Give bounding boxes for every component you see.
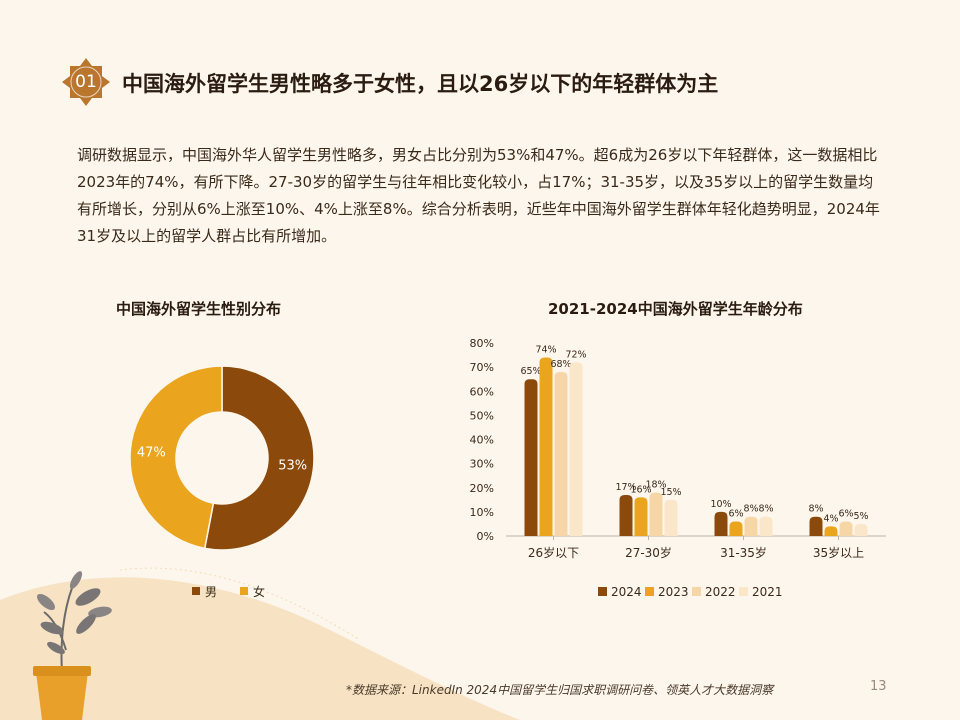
intro-paragraph: 调研数据显示，中国海外华人留学生男性略多，男女占比分别为53%和47%。超6成为… xyxy=(77,146,880,245)
bar-1-3 xyxy=(664,499,678,536)
bar-value-label-3-3: 5% xyxy=(853,511,868,522)
age-bar-chart: 0% 10% 20% 30% 40% 50% 60% 70% 80% 65% 74% 68%72% 26… xyxy=(470,337,886,599)
bar-2-0 xyxy=(714,511,728,536)
bar-2-1 xyxy=(729,521,743,536)
y-tick-label-5: 50% xyxy=(470,409,494,422)
bar-value-label-1-1: 16% xyxy=(630,484,651,495)
section-number: 01 xyxy=(75,72,97,92)
bar-3-2 xyxy=(839,521,853,536)
section-badge xyxy=(62,58,110,106)
y-tick-label-1: 10% xyxy=(470,506,494,519)
age-chart-title: 2021-2024中国海外留学生年龄分布 xyxy=(548,300,803,318)
plant-illustration xyxy=(33,571,112,720)
bar-legend-label-2: 2022 xyxy=(705,585,736,599)
bar-value-label-3-2: 6% xyxy=(838,509,853,520)
bar-value-label-3-1: 4% xyxy=(823,513,838,524)
bar-value-label-2-2: 8% xyxy=(743,504,758,515)
bar-value-label-2-3: 8% xyxy=(758,504,773,515)
bar-0-2 xyxy=(554,371,568,536)
bar-legend-swatch-3 xyxy=(739,587,748,596)
bar-legend-swatch-1 xyxy=(645,587,654,596)
bar-legend-label-3: 2021 xyxy=(752,585,783,599)
bar-legend-label-1: 2023 xyxy=(658,585,689,599)
donut-legend-swatch-0 xyxy=(192,587,200,595)
y-tick-label-7: 70% xyxy=(470,361,494,374)
bar-3-3 xyxy=(854,523,868,536)
x-tick-label-2: 31-35岁 xyxy=(720,545,767,560)
donut-slice-1 xyxy=(129,365,223,550)
bar-3-0 xyxy=(809,516,823,536)
page-number: 13 xyxy=(870,679,887,694)
y-tick-label-2: 20% xyxy=(470,482,494,495)
bar-value-label-2-1: 6% xyxy=(728,509,743,520)
bar-value-label-1-3: 15% xyxy=(660,487,681,498)
gender-chart-title: 中国海外留学生性别分布 xyxy=(116,300,282,318)
bar-value-label-0-3: 72% xyxy=(565,349,586,360)
bar-legend-label-0: 2024 xyxy=(611,585,642,599)
donut-legend-label-1: 女 xyxy=(253,584,265,599)
gender-donut-chart: 53% 47% 男 女 xyxy=(129,365,315,599)
donut-slice-label-1: 47% xyxy=(137,445,166,460)
x-tick-label-0: 26岁以下 xyxy=(528,545,579,560)
bar-1-2 xyxy=(649,492,663,536)
bar-value-label-2-0: 10% xyxy=(710,499,731,510)
bar-0-1 xyxy=(539,357,553,536)
y-tick-label-0: 0% xyxy=(477,530,494,543)
donut-slice-0 xyxy=(203,365,315,551)
bar-2-2 xyxy=(744,516,758,536)
bar-value-label-1-2: 18% xyxy=(645,480,666,491)
bar-value-label-3-0: 8% xyxy=(808,504,823,515)
data-source: *数据来源：LinkedIn 2024中国留学生归国求职调研问卷、领英人才大数据… xyxy=(346,683,774,697)
donut-legend-label-0: 男 xyxy=(205,585,217,599)
y-tick-label-6: 60% xyxy=(470,385,494,398)
bar-0-3 xyxy=(569,362,583,536)
bar-value-label-0-2: 68% xyxy=(550,359,571,370)
bar-value-label-1-0: 17% xyxy=(615,482,636,493)
bar-value-label-0-0: 65% xyxy=(520,366,541,377)
bar-legend-swatch-0 xyxy=(598,587,607,596)
bar-1-1 xyxy=(634,497,648,536)
x-tick-label-3: 35岁以上 xyxy=(813,545,864,560)
x-tick-label-1: 27-30岁 xyxy=(625,545,672,560)
y-tick-label-3: 30% xyxy=(470,458,494,471)
donut-slice-label-0: 53% xyxy=(278,459,307,474)
section-title: 中国海外留学生男性略多于女性，且以26岁以下的年轻群体为主 xyxy=(122,72,719,96)
y-tick-label-8: 80% xyxy=(470,337,494,350)
bar-0-0 xyxy=(524,379,538,536)
bar-3-1 xyxy=(824,526,838,536)
bar-legend-swatch-2 xyxy=(692,587,701,596)
y-tick-label-4: 40% xyxy=(470,434,494,447)
bar-2-3 xyxy=(759,516,773,536)
bar-value-label-0-1: 74% xyxy=(535,344,556,355)
donut-legend-swatch-1 xyxy=(240,587,248,595)
bar-1-0 xyxy=(619,494,633,536)
